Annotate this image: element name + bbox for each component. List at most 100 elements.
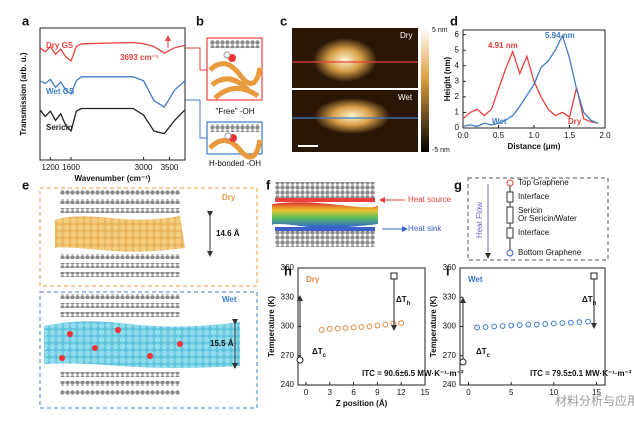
x-tick-label: 3 bbox=[328, 388, 333, 397]
label: Dry bbox=[222, 193, 236, 202]
label: "Free" -OH bbox=[215, 107, 254, 116]
y-tick-label: 360 bbox=[443, 263, 457, 272]
y-tick-label: 270 bbox=[281, 351, 295, 360]
hydrogen bbox=[223, 51, 231, 59]
series-name: Wet bbox=[492, 117, 507, 126]
sericin-water bbox=[44, 321, 240, 368]
point bbox=[398, 320, 405, 326]
y-tick-label: 300 bbox=[443, 322, 457, 331]
graphene-stack bbox=[60, 294, 180, 395]
point bbox=[374, 322, 381, 329]
afm-feature bbox=[314, 98, 390, 134]
series-name: Dry GS bbox=[46, 41, 74, 50]
panel-c: c Dry Wet 5 nm -5 nm bbox=[280, 13, 450, 153]
graphene-stack bbox=[60, 190, 180, 277]
series-line bbox=[39, 41, 186, 63]
bottom-marker bbox=[506, 249, 514, 257]
x-tick-label: 0 bbox=[466, 388, 471, 397]
water bbox=[59, 327, 183, 361]
y-axis-label: Height (nm) bbox=[443, 56, 452, 101]
label: Interface bbox=[518, 192, 550, 201]
top-marker bbox=[506, 179, 514, 187]
panel-f: f Heat source Heat sink bbox=[266, 177, 452, 247]
connector bbox=[185, 47, 207, 71]
graphene bbox=[210, 40, 260, 48]
delta-sub: c bbox=[323, 353, 327, 359]
point bbox=[474, 324, 480, 331]
panel-letter: f bbox=[266, 177, 271, 192]
colorbar bbox=[421, 28, 429, 152]
x-tick-label: 15 bbox=[421, 388, 430, 397]
temperature-map bbox=[271, 202, 379, 228]
point bbox=[525, 321, 532, 328]
y-tick-label: 2 bbox=[455, 92, 460, 101]
connector bbox=[185, 99, 207, 139]
series-name: Dry bbox=[306, 275, 320, 284]
y-tick-label: 6 bbox=[455, 30, 460, 39]
panel-b: b "Free" -OH H-bonded -OH bbox=[185, 13, 263, 168]
heat-source-layer bbox=[275, 198, 375, 202]
afm-feature bbox=[313, 38, 377, 82]
point bbox=[567, 319, 574, 326]
x-tick-label: 0 bbox=[304, 388, 309, 397]
plot-frame bbox=[39, 27, 186, 161]
label: 14.6 Å bbox=[216, 229, 240, 238]
point bbox=[390, 320, 397, 327]
label: Wet bbox=[398, 93, 413, 102]
delta-sub: h bbox=[407, 301, 411, 307]
x-tick-label: 15 bbox=[592, 388, 601, 397]
point bbox=[508, 322, 515, 329]
label: Heat source bbox=[408, 195, 452, 204]
wet-box bbox=[39, 291, 258, 409]
panel-e: e Dry 14.6 Å Wet 15.5 Å bbox=[22, 177, 258, 409]
y-tick-label: 330 bbox=[281, 292, 295, 301]
heat-sink-layer bbox=[275, 227, 375, 231]
x-tick-label: 6 bbox=[351, 388, 356, 397]
point bbox=[350, 324, 357, 331]
point bbox=[576, 319, 583, 326]
delta-end bbox=[390, 272, 398, 280]
y-tick-label: 4 bbox=[455, 61, 460, 70]
delta-sub: c bbox=[487, 353, 491, 359]
graphene-stack bbox=[275, 182, 375, 198]
point bbox=[499, 323, 506, 329]
label: Heat Flow bbox=[475, 202, 484, 238]
x-tick-label: 1600 bbox=[62, 163, 80, 172]
delta-label: ΔTc bbox=[312, 347, 327, 358]
delta-symbol: ΔT bbox=[476, 347, 487, 356]
label: Heat sink bbox=[408, 224, 442, 233]
delta-symbol: ΔT bbox=[312, 347, 323, 356]
chains bbox=[208, 61, 263, 100]
x-tick-label: 3000 bbox=[135, 163, 153, 172]
point bbox=[326, 326, 333, 332]
graphene-stack bbox=[275, 231, 375, 247]
point bbox=[542, 321, 549, 327]
x-tick-label: 10 bbox=[549, 388, 558, 397]
panel-g: g Heat Flow bbox=[454, 177, 609, 261]
series-name: Wet bbox=[468, 275, 483, 284]
panel-letter: d bbox=[450, 13, 458, 28]
point bbox=[550, 320, 557, 327]
label: 15.5 Å bbox=[210, 339, 234, 348]
y-tick-label: 3 bbox=[455, 76, 460, 85]
series-line bbox=[462, 49, 599, 124]
x-tick-label: 0.5 bbox=[493, 131, 505, 140]
x-tick-label: 1200 bbox=[41, 163, 59, 172]
y-tick-label: 360 bbox=[281, 263, 295, 272]
x-tick-label: 0.0 bbox=[457, 131, 469, 140]
series-name: Wet GS bbox=[46, 87, 75, 96]
label: Sericin bbox=[518, 206, 542, 215]
y-tick-label: 1 bbox=[455, 108, 460, 117]
point bbox=[342, 325, 349, 331]
x-tick-label: 2.0 bbox=[599, 131, 611, 140]
y-axis-label: Transmission (arb. u.) bbox=[19, 52, 28, 135]
x-tick-label: 12 bbox=[397, 388, 406, 397]
series-name: Sericin bbox=[46, 123, 73, 132]
annotation: ITC = 79.5±0.1 MW·K⁻¹·m⁻² bbox=[530, 369, 632, 378]
label: Wet bbox=[222, 295, 237, 304]
label: Or Sericin/Water bbox=[518, 214, 577, 223]
series-name: Dry bbox=[568, 117, 582, 126]
annotation: 3693 cm⁻¹ bbox=[120, 53, 159, 62]
delta-symbol: ΔT bbox=[582, 295, 593, 304]
